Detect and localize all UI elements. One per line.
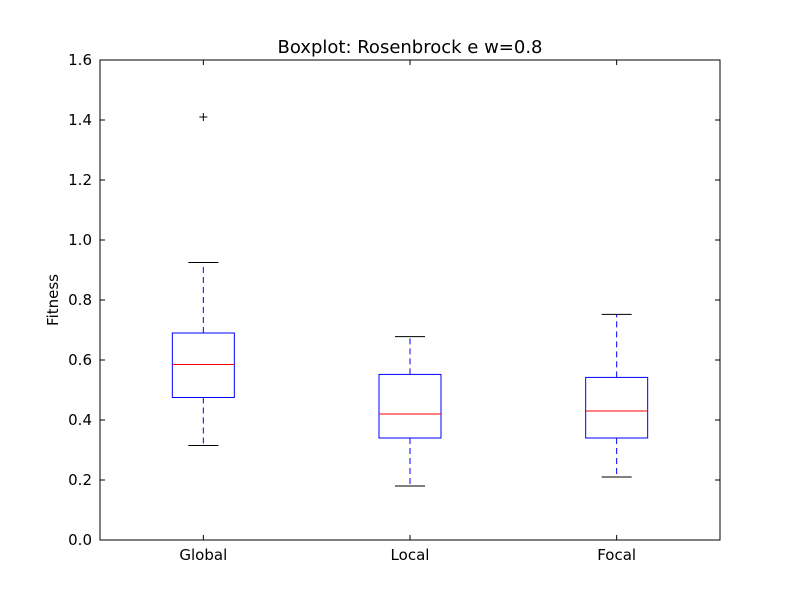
plot-frame: [99, 59, 721, 541]
box-0: [171, 332, 235, 398]
box-group-focal: [585, 313, 649, 478]
y-tick-label-7: 1.4: [68, 111, 92, 129]
y-tick-label-0: 0.0: [68, 531, 92, 549]
box-group-global: [171, 113, 235, 446]
x-tick-label-1: Local: [391, 546, 430, 564]
y-tick-label-3: 0.6: [68, 351, 92, 369]
y-tick-label-6: 1.2: [68, 171, 92, 189]
x-tick-label-2: Focal: [597, 546, 636, 564]
x-tick-label-0: Global: [179, 546, 227, 564]
y-tick-label-2: 0.4: [68, 411, 92, 429]
y-tick-label-4: 0.8: [68, 291, 92, 309]
y-axis-label: Fitness: [44, 274, 62, 326]
y-tick-label-1: 0.2: [68, 471, 92, 489]
box-1: [378, 373, 442, 439]
chart-title: Boxplot: Rosenbrock e w=0.8: [277, 37, 542, 58]
chart-marks: [171, 113, 649, 487]
box-2: [585, 376, 649, 439]
y-tick-label-8: 1.6: [68, 51, 92, 69]
y-tick-label-5: 1.0: [68, 231, 92, 249]
box-group-local: [378, 336, 442, 487]
